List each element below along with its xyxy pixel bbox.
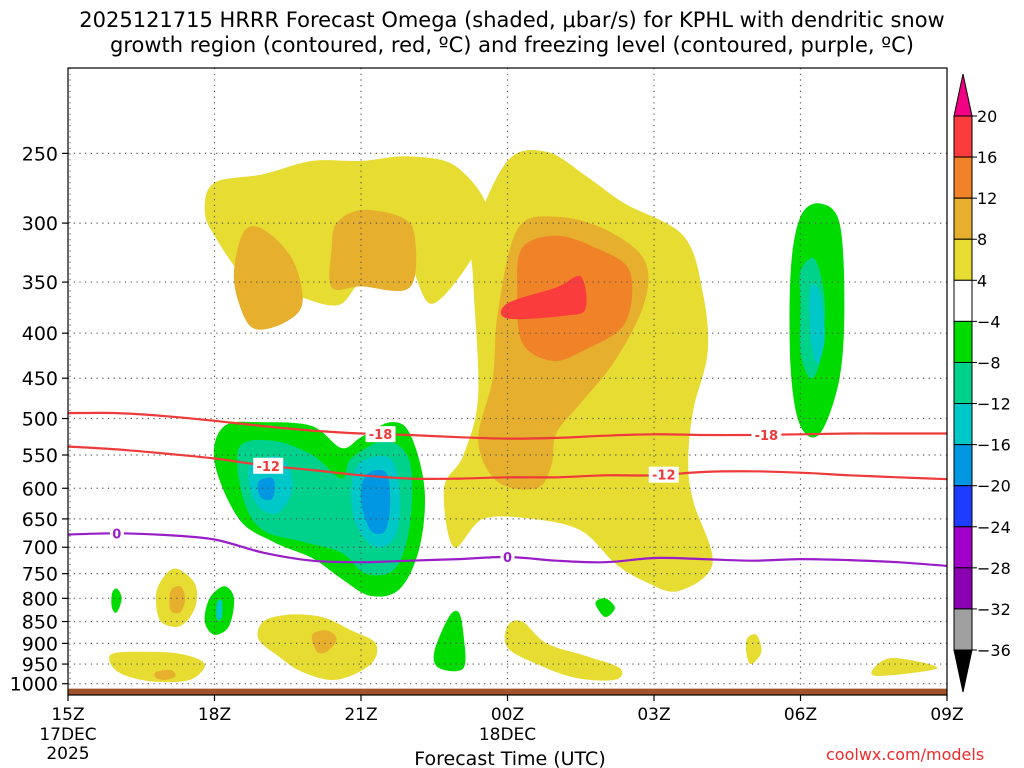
colorbar-label-4: 4 (977, 271, 987, 290)
y-tick-label-550: 550 (22, 445, 58, 467)
omega-region-low-sink-b-8 (216, 599, 223, 621)
chart-title: 2025121715 HRRR Forecast Omega (shaded, … (0, 8, 1024, 58)
colorbar-top-triangle (953, 73, 973, 117)
colorbar-bin-3 (953, 238, 973, 281)
colorbar-bin-7 (953, 403, 973, 446)
omega-region-left-sink-16 (360, 469, 391, 535)
x-tick-label-15Z: 15Z (51, 705, 84, 725)
x-tick-label-09Z: 09Z (930, 705, 963, 725)
omega-region-low-sink-c (433, 610, 466, 672)
colorbar-label-5: −4 (977, 312, 1001, 331)
contour-label-freezing-level-0: 0 (112, 527, 121, 542)
colorbar-label-2: 12 (977, 189, 997, 208)
x-tick-label-03Z: 03Z (637, 705, 670, 725)
x-axis-label: Forecast Time (UTC) (414, 748, 605, 768)
y-tick-label-800: 800 (22, 588, 58, 610)
y-tick-label-750: 750 (22, 564, 58, 586)
x-tick-sublabel-18DEC: 18DEC (479, 725, 536, 745)
contour-label-dgz-minus18-1: -18 (755, 429, 779, 444)
pressure-axis: 2503003504004505005506006507007508008509… (10, 143, 68, 696)
colorbar-bin-2 (953, 197, 973, 240)
x-tick-label-06Z: 06Z (784, 705, 817, 725)
chart-title-line-1: 2025121715 HRRR Forecast Omega (shaded, … (79, 8, 945, 32)
contour-label-dgz-minus12-1: -12 (652, 469, 676, 484)
colorbar-bin-5 (953, 320, 973, 363)
colorbar-bin-1 (953, 156, 973, 199)
omega-region-low-rise-d (504, 620, 623, 681)
contour-label-bg-freezing-level-1 (500, 548, 515, 565)
contour-label-freezing-level-1: 0 (503, 551, 512, 566)
temperature-contours: -18 -18 -12 -12 0 0 (68, 411, 947, 567)
y-tick-label-500: 500 (22, 409, 58, 431)
colorbar-bottom-triangle (953, 649, 973, 693)
y-tick-label-850: 850 (22, 612, 58, 634)
omega-region-upper-rise-left-core (233, 226, 303, 330)
grid-lines (68, 68, 947, 695)
colorbar-bin-12 (953, 608, 973, 651)
y-tick-label-250: 250 (22, 143, 58, 165)
omega-region-right-sink-12 (809, 284, 825, 365)
chart-title-line-2: growth region (contoured, red, ºC) and f… (110, 33, 914, 57)
colorbar-label-13: −36 (977, 641, 1011, 660)
x-tick-sublabel-2025: 2025 (46, 744, 89, 764)
colorbar-label-6: −8 (977, 353, 1001, 372)
colorbar-label-3: 8 (977, 230, 987, 249)
omega-region-low-rise-c (109, 651, 205, 683)
omega-region-left-sink-16-small (257, 477, 275, 500)
colorbar-label-10: −24 (977, 518, 1011, 537)
ground-strip (68, 688, 947, 695)
colorbar-bin-4 (953, 279, 973, 322)
colorbar-bin-11 (953, 567, 973, 610)
y-tick-label-650: 650 (22, 509, 58, 531)
x-tick-label-00Z: 00Z (491, 705, 524, 725)
colorbar-label-7: −12 (977, 395, 1011, 414)
y-tick-label-700: 700 (22, 537, 58, 559)
omega-region-low-rise-f (871, 658, 938, 676)
contour-label-bg-dgz-minus18-1 (751, 426, 782, 443)
y-tick-label-300: 300 (22, 213, 58, 235)
y-tick-label-400: 400 (22, 323, 58, 345)
contour-label-bg-freezing-level-0 (109, 525, 124, 542)
omega-region-low-rise-c-8 (154, 669, 176, 680)
colorbar: 20 16 12 8 4 −4 −8 −12 −16 −20 −24 −28 −32 −36 (953, 73, 1011, 693)
omega-region-low-sink-d (595, 598, 615, 618)
x-tick-label-21Z: 21Z (344, 705, 377, 725)
colorbar-bin-8 (953, 444, 973, 487)
colorbar-label-1: 16 (977, 148, 997, 167)
y-tick-label-950: 950 (22, 654, 58, 676)
colorbar-bin-0 (953, 115, 973, 158)
colorbar-label-0: 20 (977, 107, 997, 126)
omega-region-low-sink-a (111, 588, 122, 613)
credit-text: coolwx.com/models (826, 745, 985, 764)
y-tick-label-600: 600 (22, 478, 58, 500)
y-tick-label-900: 900 (22, 633, 58, 655)
colorbar-bin-9 (953, 485, 973, 528)
colorbar-label-12: −32 (977, 600, 1011, 619)
colorbar-label-8: −16 (977, 436, 1011, 455)
contour-label-bg-dgz-minus18-0 (365, 426, 396, 443)
colorbar-label-11: −28 (977, 559, 1011, 578)
x-tick-label-18Z: 18Z (198, 705, 231, 725)
omega-region-low-rise-e (745, 634, 762, 665)
omega-region-low-rise-a-8 (169, 585, 186, 614)
omega-region-central-rise-16 (500, 275, 587, 320)
y-tick-label-1000: 1000 (10, 674, 58, 696)
colorbar-label-9: −20 (977, 477, 1011, 496)
colorbar-bin-10 (953, 526, 973, 569)
y-tick-label-350: 350 (22, 272, 58, 294)
contour-dgz-minus12 (68, 445, 947, 481)
colorbar-bin-6 (953, 361, 973, 405)
omega-region-upper-rise-mid-core (329, 209, 417, 292)
x-tick-sublabel-17DEC: 17DEC (39, 725, 96, 745)
omega-region-low-rise-b-8 (311, 630, 337, 654)
contour-dgz-minus18 (68, 411, 947, 440)
contour-label-dgz-minus12-0: -12 (256, 460, 280, 475)
contour-label-dgz-minus18-0: -18 (369, 428, 393, 443)
contour-label-bg-dgz-minus12-0 (253, 457, 284, 474)
y-tick-label-450: 450 (22, 368, 58, 390)
contour-label-bg-dgz-minus12-1 (648, 466, 679, 483)
